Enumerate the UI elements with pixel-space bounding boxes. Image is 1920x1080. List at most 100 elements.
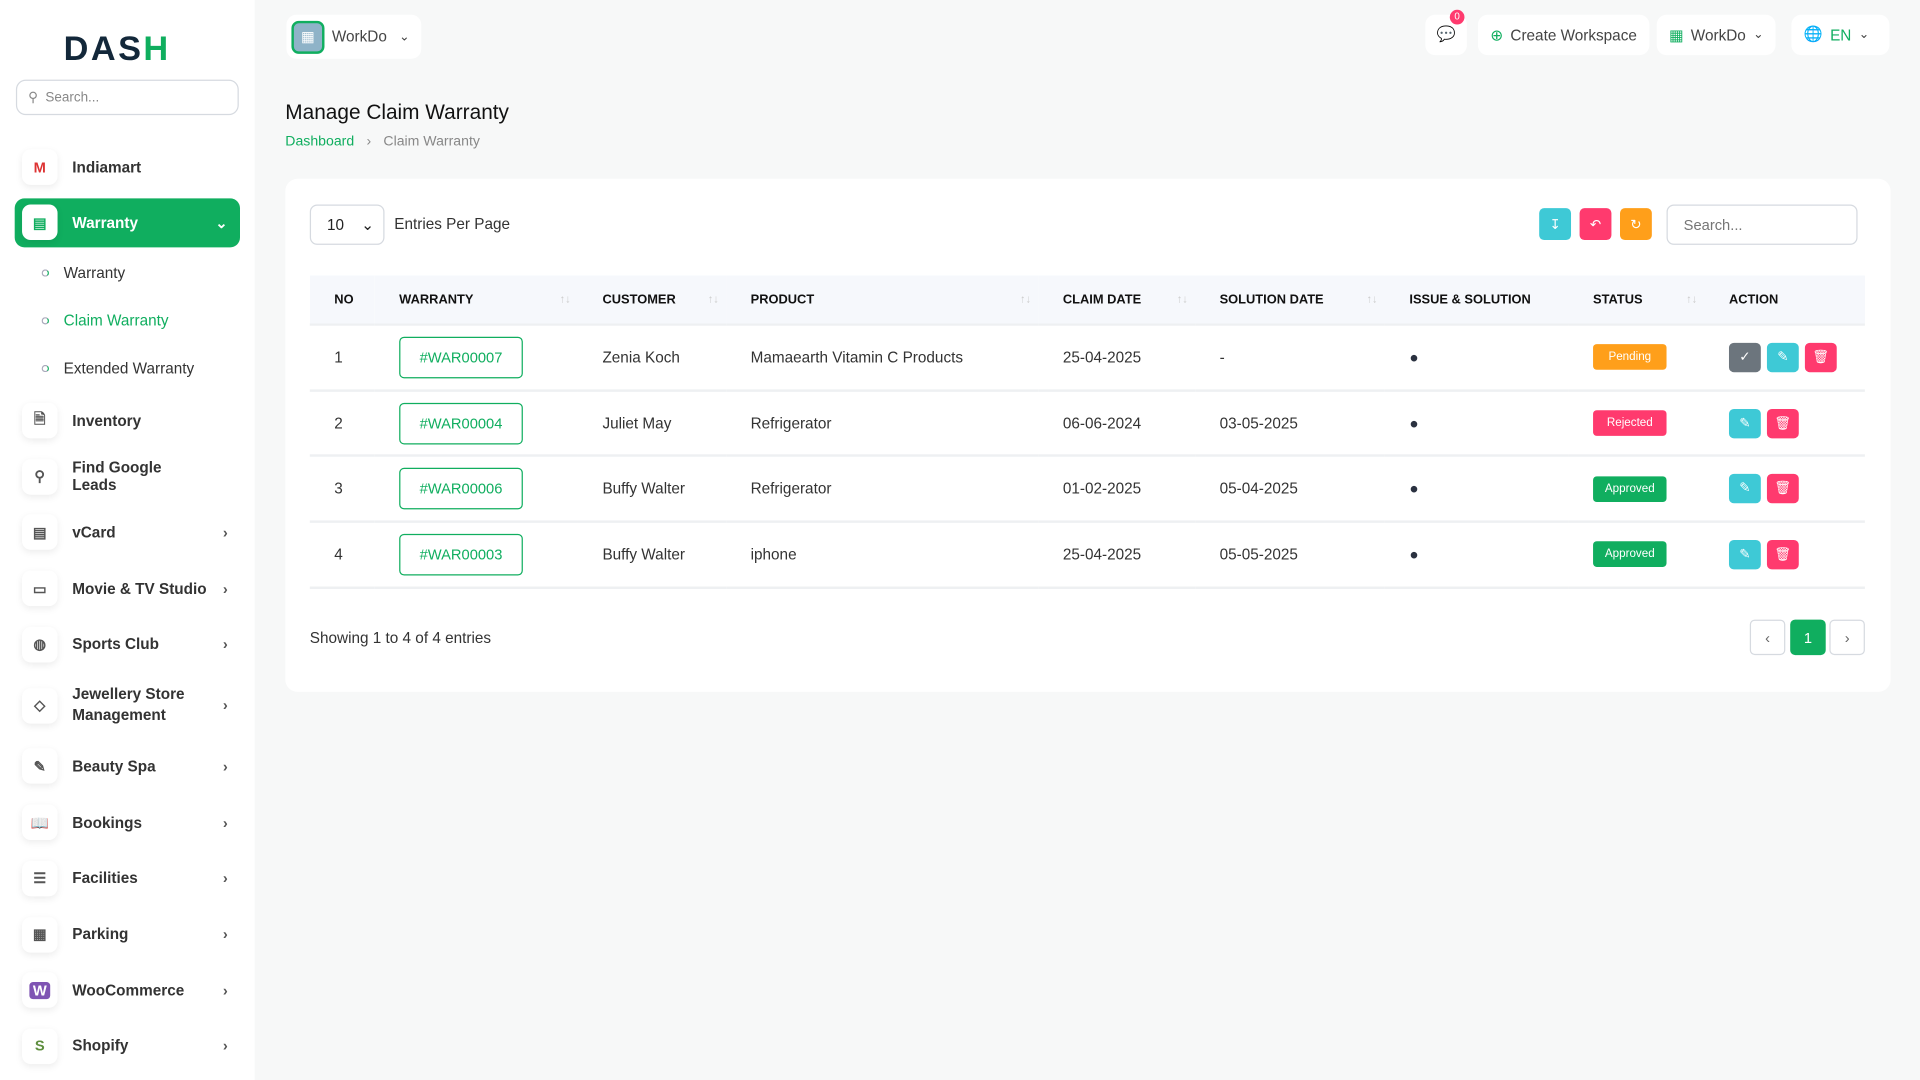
table-search-input[interactable] bbox=[1666, 204, 1858, 245]
sidebar-item-label: Jewellery Store Management bbox=[72, 685, 185, 724]
user-workspace-dropdown[interactable]: ▦ WorkDo ⌄ bbox=[1656, 14, 1776, 56]
page-title: Manage Claim Warranty bbox=[285, 100, 509, 124]
sidebar-item-facilities[interactable]: ☰ Facilities › bbox=[15, 850, 240, 906]
status-badge: Approved bbox=[1593, 541, 1667, 568]
cell-claim-date: 25-04-2025 bbox=[1038, 520, 1196, 589]
sidebar-subitem-extended-warranty[interactable]: Extended Warranty bbox=[15, 345, 240, 393]
sidebar-item-beauty-spa[interactable]: ✎ Beauty Spa › bbox=[15, 739, 240, 795]
edit-button[interactable]: ✎ bbox=[1766, 342, 1799, 373]
cell-no: 2 bbox=[309, 389, 375, 456]
sidebar-nav: M Indiamart ▤ Warranty ⌄ Warranty Claim Warran… bbox=[14, 140, 241, 1075]
sidebar-item-woocommerce[interactable]: W WooCommerce › bbox=[15, 962, 240, 1018]
sidebar-item-vcard[interactable]: ▤ vCard › bbox=[15, 505, 240, 561]
edit-button[interactable]: ✎ bbox=[1728, 539, 1761, 570]
sidebar-item-label: Find Google Leads bbox=[72, 459, 162, 494]
cell-solution-date: - bbox=[1195, 323, 1385, 391]
cell-claim-date: 25-04-2025 bbox=[1038, 323, 1196, 391]
bullet-icon bbox=[41, 269, 49, 277]
comment-icon[interactable]: ● bbox=[1409, 480, 1419, 498]
edit-button[interactable]: ✎ bbox=[1728, 474, 1761, 504]
chevron-down-icon: ⌄ bbox=[1858, 28, 1869, 42]
create-workspace-button[interactable]: ⊕ Create Workspace bbox=[1477, 14, 1650, 56]
woocommerce-icon: W bbox=[22, 972, 58, 1009]
comment-icon[interactable]: ● bbox=[1409, 546, 1419, 564]
sidebar-item-find-google-leads[interactable]: ⚲ Find Google Leads bbox=[15, 449, 240, 505]
sidebar-item-shopify[interactable]: S Shopify › bbox=[15, 1018, 240, 1074]
book-icon: ▤ bbox=[22, 204, 58, 241]
sidebar-item-label: Inventory bbox=[72, 412, 142, 430]
chevron-right-icon: › bbox=[222, 523, 228, 542]
reload-button[interactable]: ↻ bbox=[1620, 208, 1652, 241]
warranty-link[interactable]: #WAR00007 bbox=[399, 336, 523, 379]
chevron-right-icon: › bbox=[222, 757, 228, 776]
shopify-icon: S bbox=[22, 1028, 58, 1064]
chevron-right-icon: › bbox=[222, 635, 228, 653]
table-row: 2 #WAR00004 Juliet May Refrigerator 06-0… bbox=[309, 389, 1865, 456]
cell-solution-date: 03-05-2025 bbox=[1195, 389, 1385, 456]
comment-icon[interactable]: ● bbox=[1409, 348, 1419, 366]
column-header-solution-date[interactable]: SOLUTION DATE ↑↓ bbox=[1195, 275, 1385, 325]
chevron-right-icon: › bbox=[366, 134, 372, 150]
table-row: 4 #WAR00003 Buffy Walter iphone 25-04-20… bbox=[309, 520, 1865, 589]
delete-button[interactable]: 🗑 bbox=[1804, 342, 1837, 373]
sidebar-item-bookings[interactable]: 📖 Bookings › bbox=[15, 794, 240, 850]
messages-button[interactable]: 💬 0 bbox=[1425, 9, 1467, 56]
sidebar-item-indiamart[interactable]: M Indiamart bbox=[15, 140, 240, 196]
cell-customer: Juliet May bbox=[577, 389, 727, 456]
sort-icon: ↑↓ bbox=[707, 292, 719, 305]
delete-button[interactable]: 🗑 bbox=[1766, 539, 1799, 570]
search-icon: ⚲ bbox=[22, 458, 58, 495]
reset-button[interactable]: ↶ bbox=[1579, 208, 1612, 241]
comment-icon[interactable]: ● bbox=[1409, 414, 1419, 432]
status-badge: Approved bbox=[1593, 475, 1667, 502]
delete-button[interactable]: 🗑 bbox=[1766, 408, 1799, 438]
sidebar-item-sports-club[interactable]: ◍ Sports Club › bbox=[15, 616, 240, 672]
sort-icon: ↑↓ bbox=[1366, 292, 1378, 305]
chat-icon: 💬 bbox=[1436, 25, 1456, 43]
tv-icon: ▭ bbox=[22, 570, 58, 607]
sort-icon: ↑↓ bbox=[1176, 292, 1188, 305]
delete-button[interactable]: 🗑 bbox=[1766, 474, 1799, 504]
breadcrumb: Dashboard › Claim Warranty bbox=[285, 135, 480, 150]
entries-per-page-label: Entries Per Page bbox=[394, 215, 511, 233]
language-dropdown[interactable]: 🌐 EN ⌄ bbox=[1791, 14, 1890, 56]
export-button[interactable]: ↧ bbox=[1539, 208, 1572, 241]
column-header-status[interactable]: STATUS ↑↓ bbox=[1568, 275, 1705, 325]
column-header-claim-date[interactable]: CLAIM DATE ↑↓ bbox=[1038, 275, 1196, 325]
column-header-warranty[interactable]: WARRANTY ↑↓ bbox=[374, 275, 578, 325]
warranty-link[interactable]: #WAR00004 bbox=[399, 402, 523, 444]
download-icon: ↧ bbox=[1549, 217, 1561, 233]
sidebar-item-label: Shopify bbox=[72, 1037, 129, 1055]
chevron-down-icon: ⌄ bbox=[215, 213, 228, 232]
workspace-switcher[interactable]: ▦ WorkDo ⌄ bbox=[286, 14, 422, 59]
cell-product: iphone bbox=[726, 520, 1039, 589]
bullet-icon bbox=[41, 365, 49, 373]
sidebar-item-parking[interactable]: ▦ Parking › bbox=[15, 906, 240, 962]
warranty-link[interactable]: #WAR00006 bbox=[399, 468, 523, 510]
warranty-link[interactable]: #WAR00003 bbox=[399, 533, 523, 576]
sidebar-item-inventory[interactable]: 🗎 Inventory bbox=[15, 393, 240, 449]
parking-icon: ▦ bbox=[22, 916, 58, 953]
sidebar-item-movie-tv-studio[interactable]: ▭ Movie & TV Studio › bbox=[15, 561, 240, 617]
column-header-customer[interactable]: CUSTOMER ↑↓ bbox=[577, 275, 727, 325]
sidebar-search-input[interactable]: ⚲ Search... bbox=[15, 79, 239, 116]
pagination-page-1[interactable]: 1 bbox=[1790, 619, 1826, 656]
chevron-down-icon: ⌄ bbox=[361, 216, 374, 234]
cell-no: 4 bbox=[309, 520, 375, 589]
sidebar-item-jewellery-store-management[interactable]: ◇ Jewellery Store Management › bbox=[15, 672, 240, 738]
approve-button[interactable]: ✓ bbox=[1728, 342, 1761, 373]
sidebar-subitem-claim-warranty[interactable]: Claim Warranty bbox=[15, 297, 240, 345]
chevron-right-icon: › bbox=[222, 813, 228, 832]
refresh-icon: ↻ bbox=[1630, 217, 1642, 233]
dash-logo[interactable]: DASH bbox=[63, 29, 171, 68]
pagination-next[interactable]: › bbox=[1829, 619, 1865, 656]
entries-per-page-select[interactable]: 10 ⌄ bbox=[309, 204, 385, 245]
sidebar-item-label: Facilities bbox=[72, 869, 138, 887]
sidebar-item-warranty[interactable]: ▤ Warranty ⌄ bbox=[14, 197, 241, 247]
column-header-product[interactable]: PRODUCT ↑↓ bbox=[726, 275, 1039, 325]
chevron-right-icon: › bbox=[222, 869, 228, 887]
sidebar-subitem-warranty[interactable]: Warranty bbox=[15, 249, 240, 297]
pagination-prev[interactable]: ‹ bbox=[1749, 619, 1786, 656]
edit-button[interactable]: ✎ bbox=[1728, 408, 1761, 438]
breadcrumb-dashboard[interactable]: Dashboard bbox=[285, 134, 355, 150]
